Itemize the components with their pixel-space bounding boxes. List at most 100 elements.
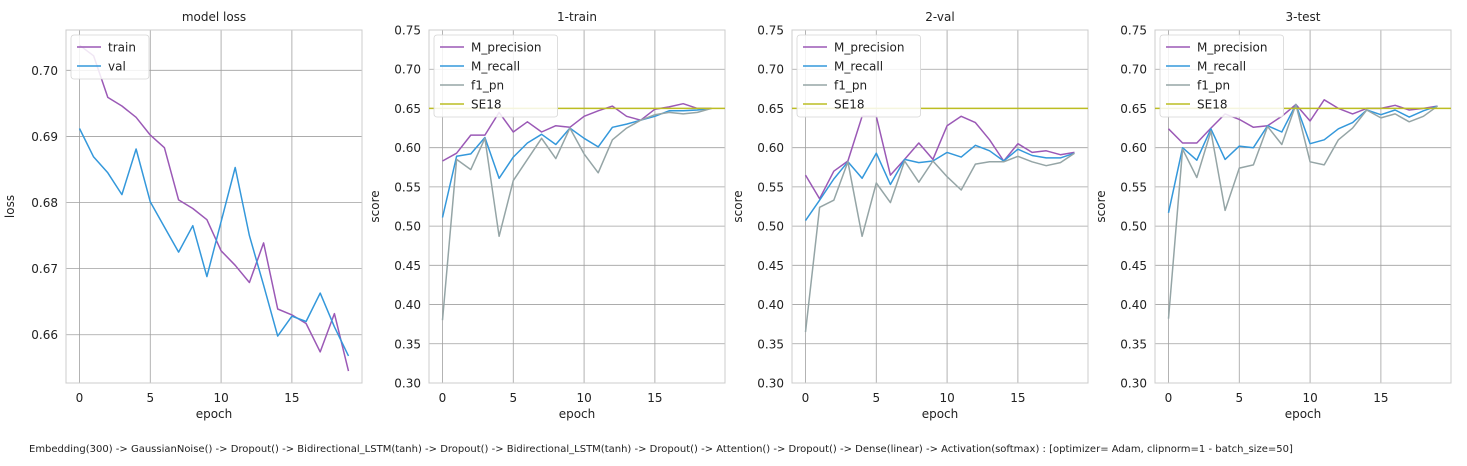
series-line-m-recall bbox=[804, 144, 1075, 222]
y-tick-label: 0.55 bbox=[1120, 180, 1147, 194]
chart-panel-2: 0 5 10 15 0.30 0.35 0.40 0.45 0.50 0.55 0.60 0.65 0.… bbox=[731, 10, 1089, 421]
y-tick-label: 0.40 bbox=[1120, 298, 1147, 312]
series-line-train bbox=[79, 44, 350, 372]
x-tick-label: 10 bbox=[213, 391, 228, 405]
y-tick-label: 0.55 bbox=[394, 180, 421, 194]
legend-label: train bbox=[108, 41, 136, 55]
y-tick-label: 0.30 bbox=[1120, 377, 1147, 391]
series-line-f1-pn bbox=[441, 107, 712, 321]
legend-label: SE18 bbox=[471, 98, 501, 112]
x-tick-label: 0 bbox=[439, 391, 447, 405]
model-architecture-caption: Embedding(300) -> GaussianNoise() -> Dro… bbox=[29, 444, 1293, 455]
y-tick-label: 0.40 bbox=[757, 298, 784, 312]
legend-label: val bbox=[108, 60, 126, 74]
series-line-f1-pn bbox=[1167, 103, 1438, 319]
series-line-m-precision bbox=[442, 102, 712, 162]
y-tick-label: 0.75 bbox=[394, 24, 421, 38]
y-axis-label: score bbox=[731, 190, 745, 222]
series-line-m-precision bbox=[804, 115, 1075, 200]
x-tick-label: 15 bbox=[284, 391, 299, 405]
x-tick-label: 0 bbox=[76, 391, 84, 405]
y-tick-label: 0.75 bbox=[1120, 24, 1147, 38]
y-tick-label: 0.60 bbox=[394, 141, 421, 155]
y-tick-label: 0.30 bbox=[394, 377, 421, 391]
y-tick-label: 0.70 bbox=[1120, 63, 1147, 77]
legend-label: M_precision bbox=[834, 41, 905, 55]
legend-label: M_recall bbox=[834, 60, 883, 74]
plot-frame bbox=[1154, 29, 1452, 384]
x-tick-label: 5 bbox=[146, 391, 154, 405]
series-line-m-recall bbox=[441, 107, 712, 218]
legend-label: f1_pn bbox=[1197, 79, 1230, 93]
x-tick-label: 5 bbox=[872, 391, 880, 405]
y-tick-label: 0.45 bbox=[757, 259, 784, 273]
plot-frame bbox=[428, 29, 726, 384]
y-tick-label: 0.50 bbox=[1120, 220, 1147, 234]
y-tick-label: 0.75 bbox=[757, 24, 784, 38]
y-axis-label: loss bbox=[3, 195, 17, 218]
x-tick-label: 5 bbox=[509, 391, 517, 405]
y-tick-label: 0.65 bbox=[1120, 102, 1147, 116]
series-line-f1-pn bbox=[804, 152, 1075, 333]
chart-title: model loss bbox=[182, 10, 246, 24]
chart-title: 2-val bbox=[925, 10, 954, 24]
legend-box bbox=[796, 34, 921, 118]
y-tick-label: 0.60 bbox=[757, 141, 784, 155]
y-tick-label: 0.35 bbox=[394, 337, 421, 351]
legend-label: SE18 bbox=[834, 98, 864, 112]
y-tick-label: 0.67 bbox=[31, 262, 58, 276]
x-axis-label: epoch bbox=[922, 407, 959, 421]
y-tick-label: 0.70 bbox=[757, 63, 784, 77]
chart-title: 3-test bbox=[1285, 10, 1320, 24]
plot-frame bbox=[65, 29, 363, 384]
y-tick-label: 0.65 bbox=[757, 102, 784, 116]
y-tick-label: 0.30 bbox=[757, 377, 784, 391]
y-tick-label: 0.68 bbox=[31, 196, 58, 210]
x-axis-label: epoch bbox=[196, 407, 233, 421]
x-tick-label: 10 bbox=[576, 391, 591, 405]
y-tick-label: 0.70 bbox=[394, 63, 421, 77]
x-tick-label: 10 bbox=[1302, 391, 1317, 405]
legend-label: SE18 bbox=[1197, 98, 1227, 112]
legend-label: M_precision bbox=[1197, 41, 1268, 55]
y-tick-label: 0.50 bbox=[757, 220, 784, 234]
x-axis-label: epoch bbox=[559, 407, 596, 421]
y-tick-label: 0.60 bbox=[1120, 141, 1147, 155]
x-tick-label: 5 bbox=[1235, 391, 1243, 405]
y-tick-label: 0.70 bbox=[31, 64, 58, 78]
series-line-val bbox=[78, 128, 350, 357]
y-tick-label: 0.50 bbox=[394, 220, 421, 234]
x-tick-label: 0 bbox=[1165, 391, 1173, 405]
y-tick-label: 0.45 bbox=[394, 259, 421, 273]
y-axis-label: score bbox=[1094, 190, 1108, 222]
series-line-m-recall bbox=[1167, 103, 1438, 213]
x-tick-label: 15 bbox=[1373, 391, 1388, 405]
y-tick-label: 0.55 bbox=[757, 180, 784, 194]
chart-panel-0: 0 5 10 15 0.66 0.67 0.68 0.69 0.70 model loss epoc… bbox=[3, 10, 363, 421]
legend-box bbox=[433, 34, 558, 118]
legend-label: M_recall bbox=[1197, 60, 1246, 74]
chart-panel-1: 0 5 10 15 0.30 0.35 0.40 0.45 0.50 0.55 0.60 0.65 0.… bbox=[368, 10, 726, 421]
legend-box bbox=[1159, 34, 1284, 118]
legend-box bbox=[70, 34, 150, 80]
y-tick-label: 0.35 bbox=[1120, 337, 1147, 351]
y-tick-label: 0.65 bbox=[394, 102, 421, 116]
legend-label: f1_pn bbox=[471, 79, 504, 93]
x-axis-label: epoch bbox=[1285, 407, 1322, 421]
y-tick-label: 0.66 bbox=[31, 328, 58, 342]
x-tick-label: 15 bbox=[647, 391, 662, 405]
plot-frame bbox=[791, 29, 1089, 384]
legend-label: f1_pn bbox=[834, 79, 867, 93]
chart-title: 1-train bbox=[557, 10, 597, 24]
legend-label: M_recall bbox=[471, 60, 520, 74]
x-tick-label: 10 bbox=[939, 391, 954, 405]
y-tick-label: 0.45 bbox=[1120, 259, 1147, 273]
chart-panel-3: 0 5 10 15 0.30 0.35 0.40 0.45 0.50 0.55 0.60 0.65 0.… bbox=[1094, 10, 1452, 421]
y-tick-label: 0.69 bbox=[31, 130, 58, 144]
x-tick-label: 15 bbox=[1010, 391, 1025, 405]
y-axis-label: score bbox=[368, 190, 382, 222]
x-tick-label: 0 bbox=[802, 391, 810, 405]
series-line-m-precision bbox=[1167, 99, 1438, 144]
y-tick-label: 0.35 bbox=[757, 337, 784, 351]
